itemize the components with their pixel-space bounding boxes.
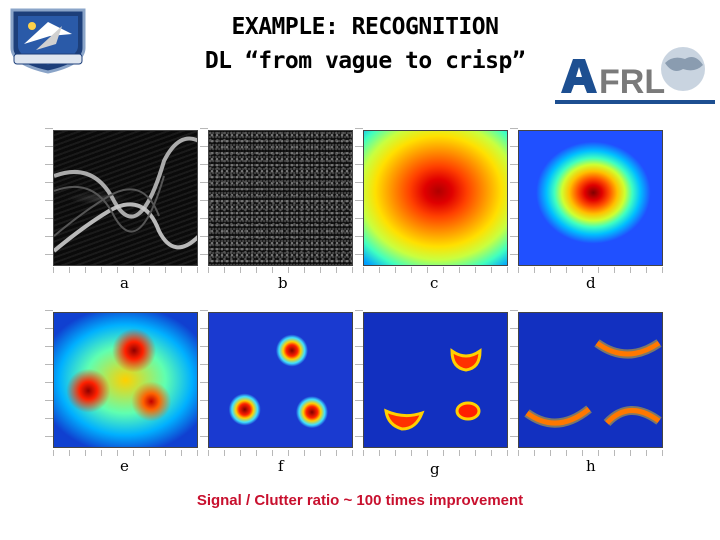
panel-g-image	[363, 312, 508, 448]
panel-f-image	[208, 312, 353, 448]
axis-ticks	[355, 128, 363, 266]
air-force-emblem-logo	[10, 8, 86, 74]
axis-ticks	[200, 310, 208, 448]
axis-ticks	[200, 128, 208, 266]
panel-label-b: b	[278, 274, 288, 292]
crisp-arcs	[524, 339, 662, 428]
panel-b-image	[208, 130, 353, 266]
axis-ticks	[208, 267, 353, 273]
panel-label-f: f	[278, 457, 284, 475]
axis-ticks	[45, 310, 53, 448]
panel-e-image	[53, 312, 198, 448]
panel-label-a: a	[120, 274, 129, 292]
panel-d-image	[518, 130, 663, 266]
axis-ticks	[363, 450, 508, 456]
afrl-logo-text: FRL	[599, 63, 665, 101]
panel-label-e: e	[120, 457, 129, 475]
crisp-blobs	[384, 348, 482, 431]
axis-ticks	[53, 450, 198, 456]
slide-title-line2: DL “from vague to crisp”	[204, 48, 526, 74]
afrl-logo: FRL	[555, 47, 715, 107]
panel-label-g: g	[430, 460, 440, 478]
axis-ticks	[363, 267, 508, 273]
panel-a-image	[53, 130, 198, 266]
panel-label-h: h	[586, 457, 596, 475]
slide-title-line1: EXAMPLE: RECOGNITION	[231, 14, 499, 40]
axis-ticks	[518, 450, 663, 456]
axis-ticks	[355, 310, 363, 448]
axis-ticks	[45, 128, 53, 266]
hyperbola-traces	[54, 136, 197, 253]
axis-ticks	[510, 128, 518, 266]
panel-label-c: c	[430, 274, 439, 292]
axis-ticks	[53, 267, 198, 273]
axis-ticks	[518, 267, 663, 273]
panel-h-image	[518, 312, 663, 448]
axis-ticks	[510, 310, 518, 448]
panel-label-d: d	[586, 274, 596, 292]
slide-caption: Signal / Clutter ratio ~ 100 times impro…	[196, 492, 524, 509]
axis-ticks	[208, 450, 353, 456]
panel-c-image	[363, 130, 508, 266]
